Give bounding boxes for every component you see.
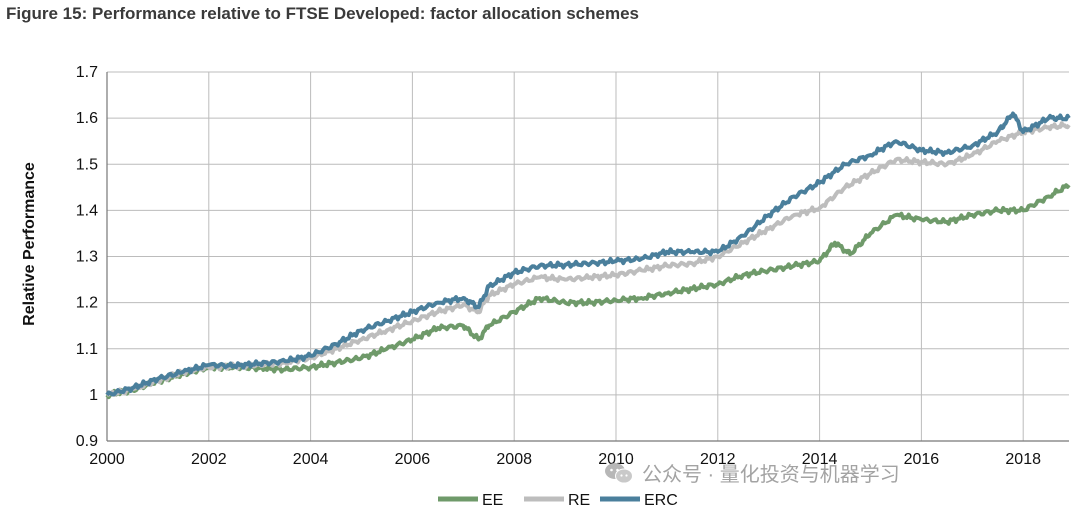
legend: EE RE ERC [438, 492, 678, 509]
x-tick-label: 2018 [1005, 451, 1041, 468]
y-tick-label: 1 [89, 387, 98, 404]
y-tick-label: 1.6 [76, 110, 98, 127]
y-axis-label: Relative Performance [21, 162, 38, 326]
axes [106, 72, 1069, 442]
legend-label: RE [568, 492, 590, 509]
x-tick-label: 2000 [89, 451, 125, 468]
x-tick-label: 2010 [598, 451, 634, 468]
y-tick-label: 1.2 [76, 295, 98, 312]
wechat-icon [605, 462, 633, 483]
legend-item-re: RE [524, 492, 590, 509]
y-tick-label: 1.4 [76, 202, 98, 219]
legend-label: ERC [644, 492, 678, 509]
series-line-re [106, 121, 1071, 397]
legend-item-ee: EE [438, 492, 503, 509]
x-tick-label: 2004 [293, 451, 329, 468]
series-lines [105, 111, 1071, 400]
grid-lines [107, 71, 1069, 441]
x-tick-label: 2008 [496, 451, 532, 468]
legend-label: EE [482, 492, 503, 509]
x-tick-label: 2012 [700, 451, 736, 468]
x-tick-label: 2006 [395, 451, 431, 468]
y-tick-label: 0.9 [76, 433, 98, 450]
tick-labels: 0.9 1 1.1 1.2 1.3 1.4 1.5 1.6 1.7 2000 2002 2004 200… [76, 64, 1041, 468]
y-tick-label: 1.3 [76, 249, 98, 266]
x-tick-label: 2016 [904, 451, 940, 468]
legend-item-erc: ERC [600, 492, 678, 509]
y-tick-label: 1.5 [76, 156, 98, 173]
x-tick-label: 2014 [802, 451, 838, 468]
y-tick-label: 1.1 [76, 341, 98, 358]
series-line-ee [105, 183, 1071, 400]
figure-title: Figure 15: Performance relative to FTSE … [6, 4, 639, 23]
x-tick-label: 2002 [191, 451, 227, 468]
series-line-erc [105, 111, 1071, 397]
y-tick-label: 1.7 [76, 64, 98, 81]
watermark-text: 公众号 · 量化投资与机器学习 [642, 464, 900, 486]
watermark: 公众号 · 量化投资与机器学习 [604, 458, 900, 487]
